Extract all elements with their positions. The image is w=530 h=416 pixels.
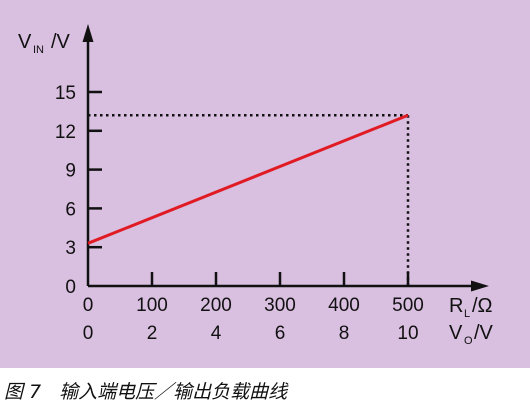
x-tick-label-secondary: 4 [211,323,222,344]
y-ticks: 0 3 6 9 12 15 [55,83,102,298]
x-tick-label-secondary: 6 [275,323,286,344]
reference-lines [88,114,410,286]
y-axis-label-suffix: /V [51,31,71,53]
figure-caption-text: 输入端电压／输出负载曲线 [59,381,288,403]
chart-panel: 0 3 6 9 12 15 0 0 100 2 200 4 300 6 400 8 500 10 V IN /V… [0,0,530,368]
y-tick-label: 6 [65,199,76,220]
x-tick-label-secondary: 8 [339,323,350,344]
x-tick-label: 300 [264,295,296,316]
x-tick-label-secondary: 10 [397,323,418,344]
x-ticks: 0 0 100 2 200 4 300 6 400 8 500 10 [83,272,424,344]
y-axis-label-main: V [18,31,32,53]
x-axis-label-secondary-suffix: /V [474,322,494,344]
y-axis-arrow [82,24,94,42]
series-layer [87,113,409,245]
y-axis-label: V IN /V [18,31,71,56]
y-axis-label-sub: IN [33,44,44,56]
y-tick-label: 3 [65,238,76,259]
x-tick-label: 200 [200,295,232,316]
x-axis-label-primary: R L /Ω [449,295,493,320]
x-axis-arrow [471,280,489,292]
figure-label: 图 7 [4,381,42,403]
x-tick-label: 400 [328,295,360,316]
x-tick-label: 500 [392,295,424,316]
x-axis-label-primary-suffix: /Ω [472,295,493,317]
figure-caption: 图 7 输入端电压／输出负载曲线 [4,376,287,408]
series-line [87,113,409,245]
x-axis-label-secondary: V O /V [449,322,494,347]
x-tick-label-secondary: 2 [147,323,158,344]
x-axis-label-primary-sub: L [464,308,470,320]
x-axis-label-secondary-sub: O [464,335,473,347]
x-tick-label-secondary: 0 [83,323,94,344]
y-tick-label: 9 [65,161,76,182]
y-tick-label: 15 [55,83,76,104]
x-tick-label: 100 [136,295,168,316]
x-axis-label-secondary-main: V [449,322,463,344]
y-tick-label: 0 [65,277,76,298]
x-axis-label-primary-main: R [449,295,463,317]
y-tick-label: 12 [55,122,76,143]
x-tick-label: 0 [83,295,94,316]
